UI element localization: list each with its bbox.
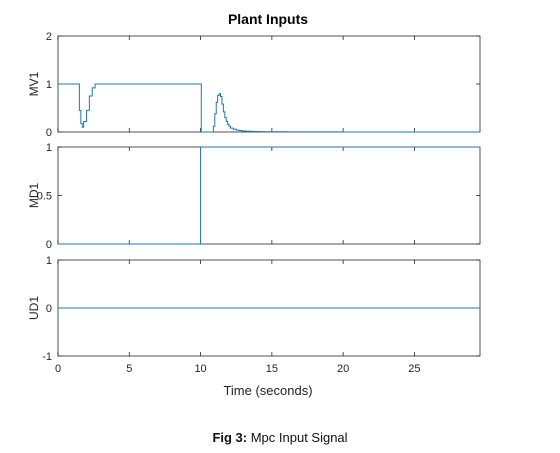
x-axis-label: Time (seconds) bbox=[223, 383, 312, 398]
x-tick-label: 25 bbox=[408, 363, 420, 375]
y-tick-label: 0 bbox=[46, 239, 52, 251]
y-axis-label: MV1 bbox=[27, 71, 41, 96]
series-line-md1 bbox=[58, 146, 480, 245]
caption-label: Fig 3: bbox=[212, 430, 248, 445]
y-axis-label: MD1 bbox=[27, 183, 41, 209]
x-tick-label: 0 bbox=[55, 363, 61, 375]
y-tick-label: 0 bbox=[46, 303, 52, 315]
figure-caption: Fig 3: Mpc Input Signal bbox=[0, 430, 560, 445]
y-tick-label: 0.5 bbox=[37, 191, 52, 203]
x-tick-label: 15 bbox=[266, 363, 278, 375]
y-tick-label: 1 bbox=[46, 255, 52, 267]
x-tick-label: 10 bbox=[194, 363, 206, 375]
x-tick-label: 5 bbox=[126, 363, 132, 375]
x-tick-label: 20 bbox=[337, 363, 349, 375]
caption-text: Mpc Input Signal bbox=[247, 430, 348, 445]
axes-box bbox=[57, 146, 481, 245]
y-tick-label: 0 bbox=[46, 127, 52, 139]
subplot-md1: 0 0.5 1 MD1 bbox=[27, 142, 481, 251]
y-tick-label: 1 bbox=[46, 79, 52, 91]
y-tick-label: -1 bbox=[42, 351, 52, 363]
subplot-mv1: 0 1 2 MV1 bbox=[27, 31, 481, 139]
y-tick-label: 1 bbox=[46, 142, 52, 154]
y-tick-label: 2 bbox=[46, 31, 52, 43]
chart-title: Plant Inputs bbox=[228, 11, 308, 27]
series-line-mv1 bbox=[58, 83, 480, 133]
y-axis-label: UD1 bbox=[27, 296, 41, 320]
